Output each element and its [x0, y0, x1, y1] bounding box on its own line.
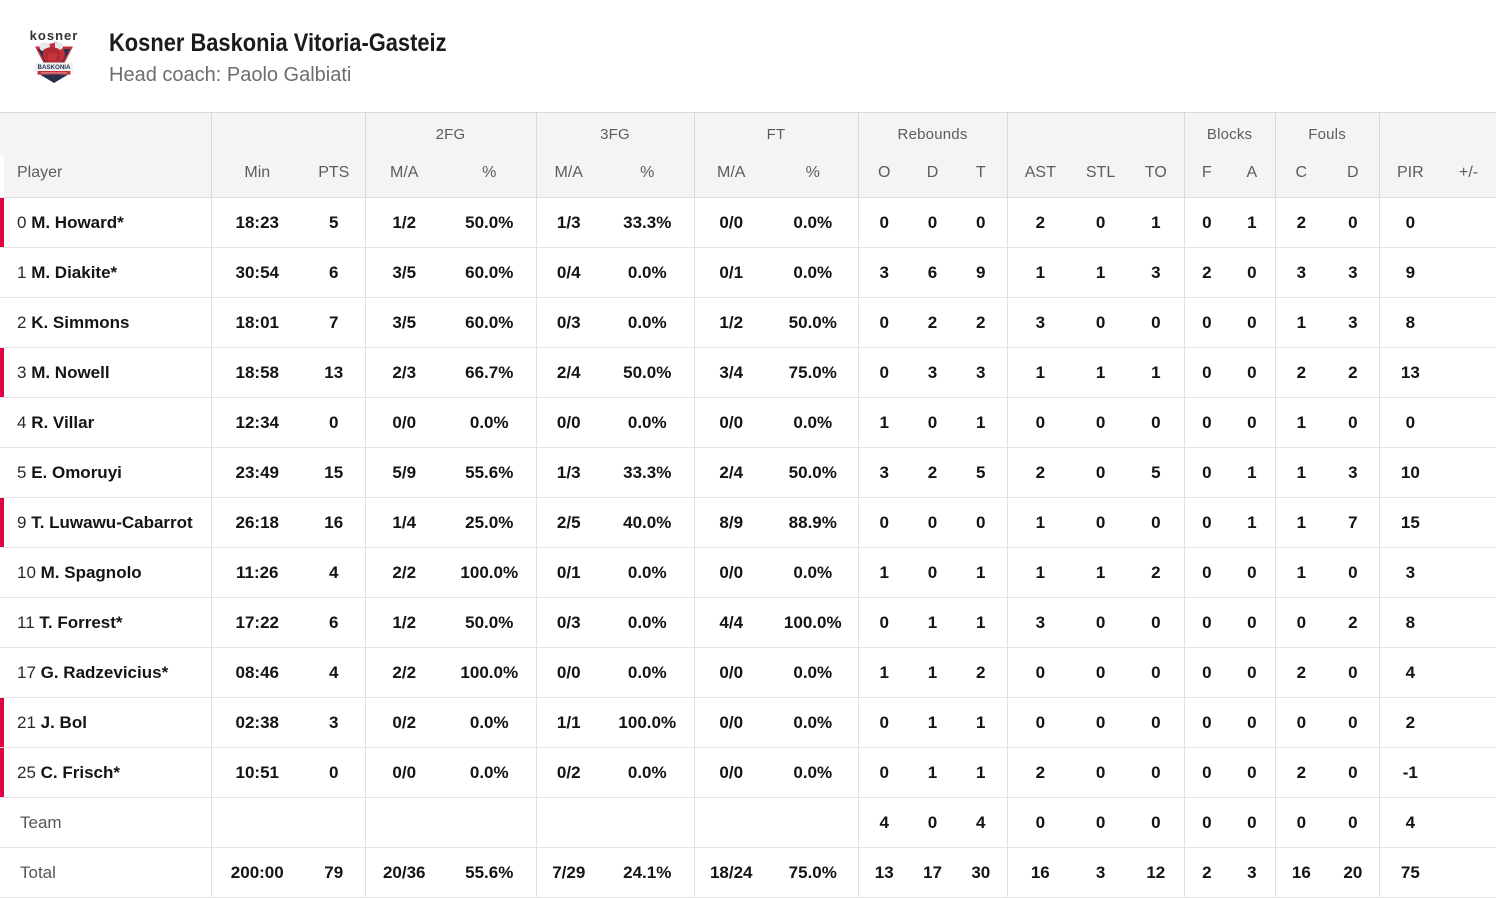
svg-text:kosner: kosner — [30, 28, 79, 43]
svg-text:BASKONIA: BASKONIA — [38, 64, 71, 71]
